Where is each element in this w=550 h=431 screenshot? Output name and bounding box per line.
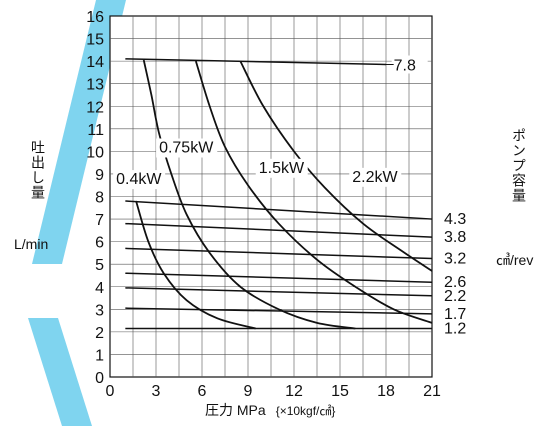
x-tick-label: 3 [152, 383, 161, 400]
y-tick-label: 3 [95, 302, 104, 319]
power-curve [195, 60, 433, 324]
power-curve [135, 200, 256, 330]
displacement-line [125, 58, 387, 66]
y-tick-label: 14 [86, 54, 104, 71]
displacement-line [125, 307, 433, 315]
y-tick-label: 2 [95, 325, 104, 342]
x-tick-label: 6 [198, 383, 207, 400]
decorative-stripe [28, 0, 126, 426]
y-tick-label: 13 [86, 77, 104, 94]
displacement-line [125, 200, 433, 220]
displacement-label: 1.7 [444, 306, 466, 323]
power-label-bg [156, 138, 218, 158]
displacement-label: 2.6 [444, 274, 466, 291]
power-label: 1.5kW [259, 160, 305, 177]
power-label-bg [255, 158, 308, 178]
displacement-label: 1.2 [444, 320, 466, 337]
displacement-label: 3.2 [444, 251, 466, 268]
x-tick-label: 12 [285, 383, 303, 400]
y-tick-label: 0 [95, 370, 104, 387]
displacement-label: 3.8 [444, 229, 466, 246]
y2-axis-title: ポンプ容量 [511, 128, 527, 203]
y-tick-label: 9 [95, 167, 104, 184]
displacement-label: 7.8 [394, 58, 416, 75]
y-tick-label: 1 [95, 347, 104, 364]
y-tick-label: 12 [86, 99, 104, 116]
x-tick-label: 0 [106, 383, 115, 400]
chart-series [125, 58, 433, 330]
x-axis-title-wrap: 圧力 MPa {×10kgf/㎠} [205, 400, 335, 420]
power-curve [239, 60, 433, 272]
y-tick-label: 15 [86, 32, 104, 49]
x-tick-label: 9 [244, 383, 253, 400]
displacement-label-bg [391, 55, 428, 74]
displacement-label: 2.2 [444, 288, 466, 305]
y-tick-label: 16 [86, 9, 104, 26]
displacement-line [125, 272, 433, 283]
x-axis-title: 圧力 MPa [205, 402, 266, 418]
y-tick-label: 11 [87, 122, 104, 139]
power-label: 2.2kW [352, 169, 398, 186]
y-axis-title: 吐出し量 [30, 140, 46, 200]
y-tick-label: 4 [95, 280, 104, 297]
y-tick-label: 7 [95, 212, 104, 229]
power-curve [142, 59, 356, 330]
chart-labels: 7.8 4.33.8 3.2 2.62.21.71.2 0.4kW 0.75kW 1.5kW… [113, 55, 466, 337]
x-axis-note: {×10kgf/㎠} [275, 404, 336, 418]
displacement-line [125, 247, 433, 260]
power-label: 0.4kW [116, 171, 162, 188]
x-tick-label: 18 [377, 383, 395, 400]
power-label-bg [349, 167, 402, 187]
stripe-upper [32, 0, 126, 264]
power-label: 0.75kW [159, 140, 214, 157]
y-tick-label: 8 [95, 190, 104, 207]
chart-grid [109, 15, 433, 378]
y2-axis-unit: ㎤/rev [496, 252, 534, 268]
x-tick-label: 15 [331, 383, 349, 400]
y-tick-label: 6 [95, 235, 104, 252]
y-tick-label: 5 [95, 257, 104, 274]
stripe-lower [28, 318, 92, 426]
y-tick-label: 10 [86, 144, 104, 161]
displacement-line [125, 222, 433, 238]
y-axis-unit: L/min [14, 236, 49, 252]
x-tick-label: 21 [423, 383, 441, 400]
power-label-bg [113, 170, 166, 190]
displacement-label: 4.3 [444, 211, 466, 228]
